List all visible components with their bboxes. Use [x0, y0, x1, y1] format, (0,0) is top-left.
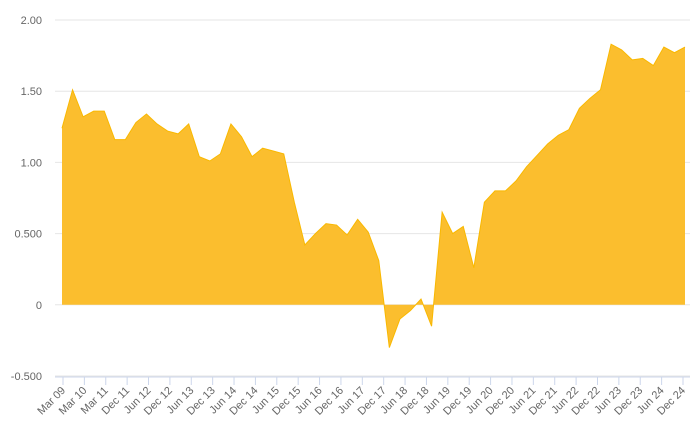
- y-tick-label: 1.00: [21, 157, 42, 169]
- series-line: [61, 43, 686, 348]
- y-tick-label: 2.00: [21, 15, 42, 27]
- series-area-layer: [61, 43, 686, 348]
- x-axis: [55, 376, 690, 385]
- y-tick-label: -0.500: [11, 371, 42, 383]
- series-area: [62, 44, 685, 348]
- y-tick-label: 0: [36, 300, 42, 312]
- y-tick-label: 1.50: [21, 86, 42, 98]
- y-tick-label: 0.500: [14, 229, 42, 241]
- y-axis-labels: 2.00 1.50 1.00 0.500 0 -0.500: [11, 15, 42, 383]
